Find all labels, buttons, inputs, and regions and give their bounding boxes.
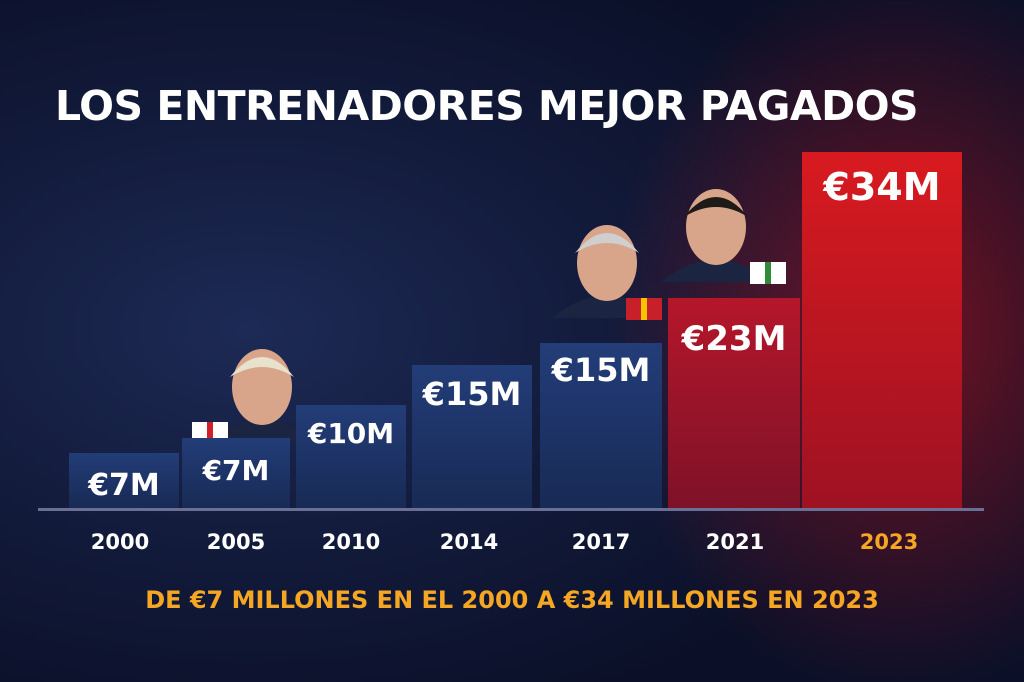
x-tick-label-2023: 2023 — [860, 530, 918, 554]
bar-value-label-2017: €15M — [551, 351, 651, 389]
coach-jacket — [661, 259, 771, 282]
bar-2014 — [412, 365, 532, 508]
bar-value-label-2021: €23M — [681, 319, 787, 359]
coach-hair — [684, 197, 748, 217]
x-tick-label-2010: 2010 — [322, 530, 380, 554]
coach-hair — [230, 357, 294, 377]
bar-2005 — [182, 438, 290, 508]
x-tick-label-2017: 2017 — [572, 530, 630, 554]
flag-icon-stripe — [765, 262, 771, 284]
bar-2021 — [668, 298, 800, 508]
bar-value-label-2005: €7M — [202, 454, 270, 487]
x-tick-label-2005: 2005 — [207, 530, 265, 554]
x-tick-label-2000: 2000 — [91, 530, 149, 554]
chart-subtitle: DE €7 MILLONES EN EL 2000 A €34 MILLONES… — [145, 586, 879, 614]
coach-hair — [575, 233, 639, 253]
bar-value-label-2014: €15M — [422, 375, 522, 413]
flag-icon-stripe — [641, 298, 647, 320]
baseline-axis — [38, 508, 984, 511]
bar-2023 — [802, 152, 962, 508]
bar-2017 — [540, 343, 662, 508]
chart-title: LOS ENTRENADORES MEJOR PAGADOS — [55, 82, 919, 130]
x-tick-label-2021: 2021 — [706, 530, 764, 554]
bar-2000 — [69, 453, 179, 508]
x-tick-label-2014: 2014 — [440, 530, 498, 554]
bar-value-label-2023: €34M — [822, 165, 940, 209]
coach-jacket — [207, 419, 317, 442]
england-flag-icon-stripe — [207, 422, 213, 444]
bar-value-label-2010: €10M — [307, 417, 394, 450]
bar-2010 — [296, 405, 406, 508]
bar-value-label-2000: €7M — [87, 468, 160, 503]
